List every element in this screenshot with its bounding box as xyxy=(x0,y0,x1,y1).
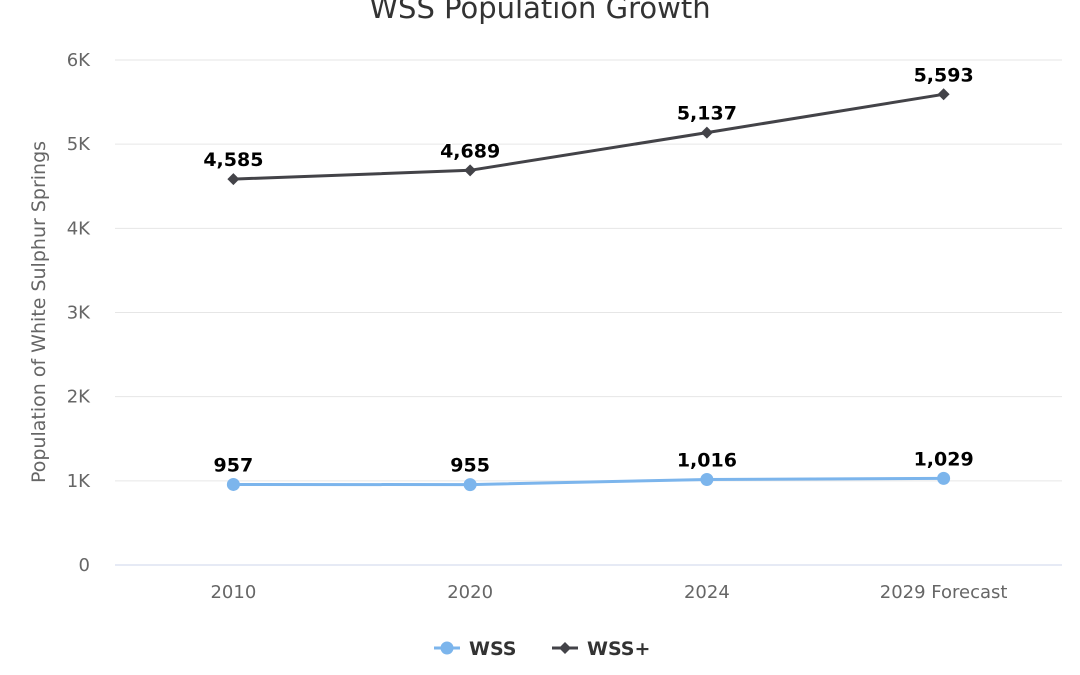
x-tick-label: 2020 xyxy=(447,582,493,603)
data-label-wss-plus: 4,689 xyxy=(440,140,500,162)
x-tick-label: 2010 xyxy=(210,582,256,603)
legend-item-wss-plus[interactable]: WSS+ xyxy=(552,638,650,660)
data-point-wss[interactable] xyxy=(463,478,477,492)
series-line-wss-plus xyxy=(233,92,944,181)
grid-lines xyxy=(115,59,1062,566)
data-point-wss-plus[interactable] xyxy=(464,164,477,177)
legend-marker-wss xyxy=(440,641,454,655)
legend-label-wss: WSS xyxy=(469,638,516,660)
series-line-wss xyxy=(233,476,944,487)
data-label-wss: 1,016 xyxy=(677,449,737,471)
y-axis-title: Population of White Sulphur Springs xyxy=(28,141,50,483)
legend-item-wss[interactable]: WSS xyxy=(434,638,516,660)
data-label-wss-plus: 4,585 xyxy=(203,149,263,171)
data-point-wss-plus[interactable] xyxy=(700,126,713,139)
legend[interactable]: WSS WSS+ xyxy=(434,638,650,660)
data-label-wss: 957 xyxy=(214,454,254,476)
y-tick-label: 0 xyxy=(79,555,90,576)
y-tick-label: 6K xyxy=(67,50,91,71)
series-layer xyxy=(226,88,951,492)
data-point-wss-plus[interactable] xyxy=(937,88,950,101)
y-tick-label: 1K xyxy=(67,471,91,492)
y-tick-label: 4K xyxy=(67,218,91,239)
chart-title: WSS Population Growth xyxy=(369,0,710,25)
data-point-wss[interactable] xyxy=(226,477,240,491)
x-tick-label: 2029 Forecast xyxy=(880,582,1008,603)
data-point-wss[interactable] xyxy=(700,472,714,486)
x-axis-ticks: 2010 2020 2024 2029 Forecast xyxy=(210,582,1007,603)
data-point-wss-plus[interactable] xyxy=(227,173,240,186)
x-tick-label: 2024 xyxy=(684,582,730,603)
data-label-wss-plus: 5,593 xyxy=(914,64,974,86)
data-label-wss: 955 xyxy=(450,455,490,477)
y-axis-ticks: 0 1K 2K 3K 4K 5K 6K xyxy=(67,50,91,576)
legend-label-wss-plus: WSS+ xyxy=(587,638,650,660)
legend-marker-wss-plus xyxy=(559,642,571,654)
data-label-wss-plus: 5,137 xyxy=(677,103,737,125)
data-point-wss[interactable] xyxy=(937,471,951,485)
y-tick-label: 3K xyxy=(67,303,91,324)
data-labels: 957 955 1,016 1,029 4,585 4,689 5,137 5,593 xyxy=(202,63,975,478)
data-label-wss: 1,029 xyxy=(914,448,974,470)
y-tick-label: 5K xyxy=(67,134,91,155)
y-tick-label: 2K xyxy=(67,387,91,408)
